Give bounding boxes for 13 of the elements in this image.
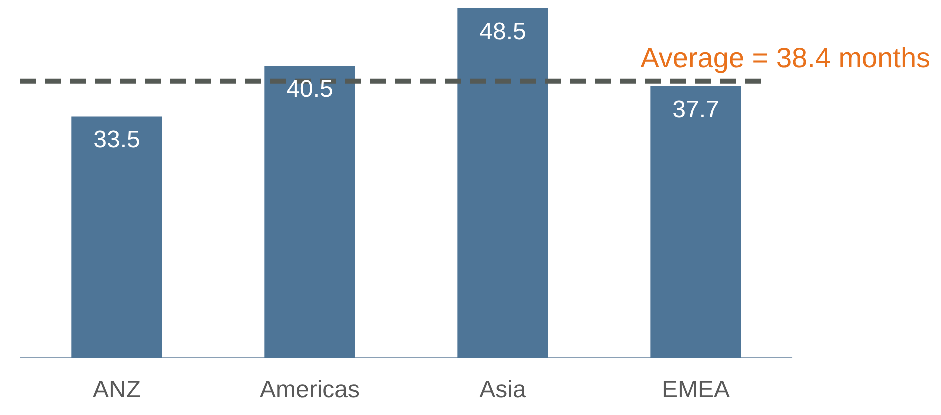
x-tick-label: EMEA	[662, 376, 730, 404]
x-tick-label: Americas	[260, 376, 360, 404]
x-tick-label: Asia	[480, 376, 528, 404]
data-label: 37.7	[672, 96, 720, 124]
x-tick-label: ANZ	[93, 376, 142, 404]
bar	[458, 8, 548, 358]
bar	[72, 116, 162, 358]
bar	[650, 86, 742, 358]
data-label: 40.5	[286, 76, 334, 104]
data-label: 33.5	[94, 126, 140, 154]
data-label: 48.5	[480, 18, 526, 46]
bar	[264, 66, 356, 358]
ref-line-label: Average = 38.4 months	[640, 42, 931, 74]
